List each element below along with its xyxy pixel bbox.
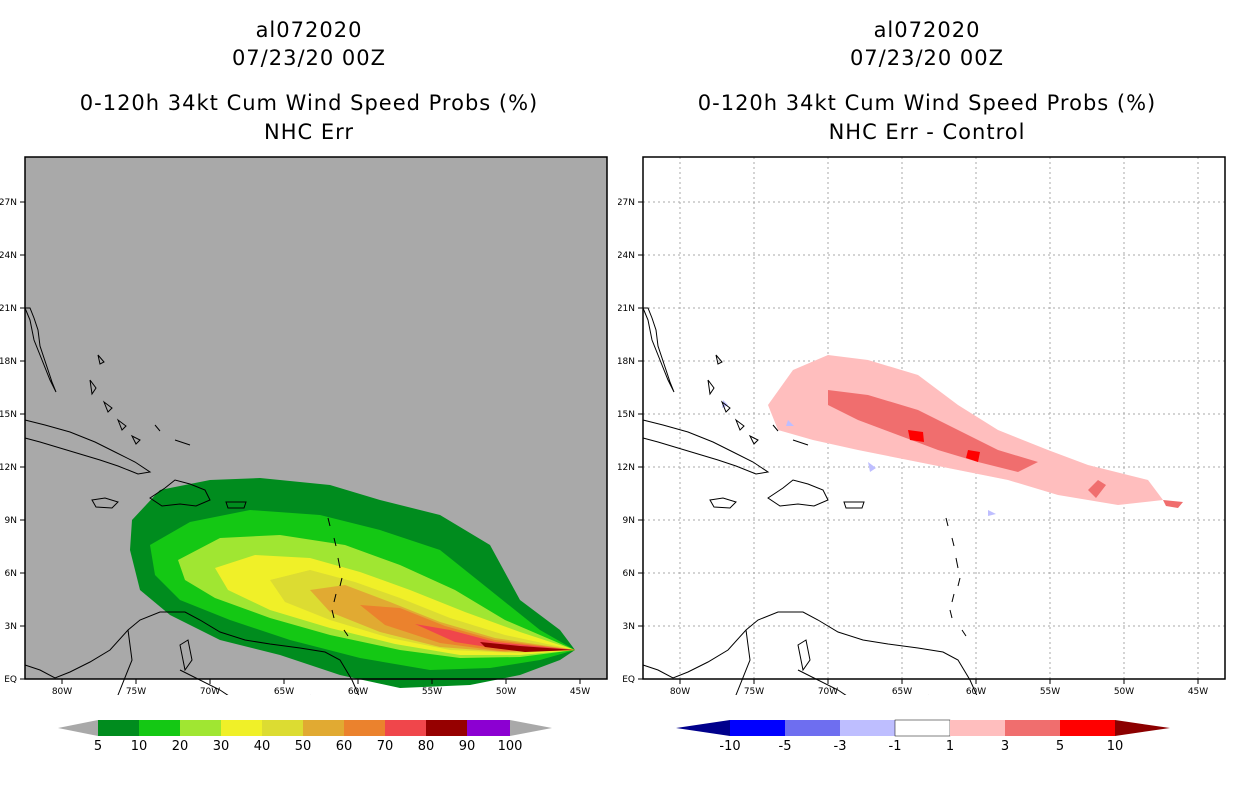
svg-text:50: 50 bbox=[295, 739, 312, 754]
svg-text:24N: 24N bbox=[618, 251, 635, 261]
svg-text:6N: 6N bbox=[5, 569, 17, 579]
left-probability-contours bbox=[130, 478, 575, 688]
svg-text:5: 5 bbox=[94, 739, 102, 754]
svg-text:70W: 70W bbox=[818, 687, 838, 695]
svg-text:100: 100 bbox=[498, 739, 523, 754]
svg-text:50W: 50W bbox=[496, 687, 516, 695]
svg-text:70W: 70W bbox=[200, 687, 220, 695]
svg-text:75W: 75W bbox=[126, 687, 146, 695]
right-date: 07/23/20 00Z bbox=[849, 46, 1005, 70]
left-title: 0-120h 34kt Cum Wind Speed Probs (%) bbox=[79, 91, 539, 115]
svg-text:60W: 60W bbox=[966, 687, 986, 695]
svg-text:30: 30 bbox=[213, 739, 230, 754]
right-storm-id: al072020 bbox=[873, 18, 981, 42]
left-map-frame bbox=[24, 156, 608, 680]
svg-text:90: 90 bbox=[459, 739, 476, 754]
svg-text:9N: 9N bbox=[623, 516, 635, 526]
svg-text:18N: 18N bbox=[0, 357, 17, 367]
svg-text:EQ: EQ bbox=[4, 675, 17, 685]
svg-text:3N: 3N bbox=[623, 622, 635, 632]
svg-text:-10: -10 bbox=[719, 739, 740, 754]
left-colorbar: 5 10 20 30 40 50 60 70 80 90 100 bbox=[58, 720, 552, 754]
svg-text:55W: 55W bbox=[422, 687, 442, 695]
svg-text:55W: 55W bbox=[1040, 687, 1060, 695]
left-colorbar-arrow-low bbox=[58, 720, 98, 736]
svg-text:80W: 80W bbox=[670, 687, 690, 695]
svg-text:-1: -1 bbox=[889, 739, 902, 754]
right-colorbar-arrow-low bbox=[676, 720, 730, 736]
left-colorbar-arrow-high bbox=[510, 720, 552, 736]
svg-text:27N: 27N bbox=[618, 198, 635, 208]
left-storm-id: al072020 bbox=[255, 18, 363, 42]
svg-text:-3: -3 bbox=[834, 739, 847, 754]
svg-text:15N: 15N bbox=[0, 410, 17, 420]
svg-text:21N: 21N bbox=[618, 304, 635, 314]
svg-text:70: 70 bbox=[377, 739, 394, 754]
right-difference-contours bbox=[722, 355, 1183, 516]
svg-text:60W: 60W bbox=[348, 687, 368, 695]
left-date: 07/23/20 00Z bbox=[231, 46, 387, 70]
svg-text:6N: 6N bbox=[623, 569, 635, 579]
svg-text:-5: -5 bbox=[779, 739, 792, 754]
left-subtitle: NHC Err bbox=[263, 120, 354, 144]
right-map: EQ 3N 6N 9N 12N 15N 18N 21N 24N 27N 80W … bbox=[618, 156, 1226, 695]
svg-text:24N: 24N bbox=[0, 251, 17, 261]
svg-text:80W: 80W bbox=[52, 687, 72, 695]
svg-text:15N: 15N bbox=[618, 410, 635, 420]
left-panel: al072020 07/23/20 00Z 0-120h 34kt Cum Wi… bbox=[0, 18, 608, 754]
right-subtitle: NHC Err - Control bbox=[828, 120, 1026, 144]
right-colorbar: -10 -5 -3 -1 1 3 5 10 bbox=[676, 719, 1170, 754]
svg-text:EQ: EQ bbox=[622, 675, 635, 685]
svg-text:27N: 27N bbox=[0, 198, 17, 208]
svg-text:9N: 9N bbox=[5, 516, 17, 526]
right-map-frame bbox=[642, 156, 1226, 680]
svg-text:12N: 12N bbox=[0, 463, 17, 473]
right-colorbar-arrow-high bbox=[1115, 720, 1170, 736]
svg-text:80: 80 bbox=[418, 739, 435, 754]
right-panel: al072020 07/23/20 00Z 0-120h 34kt Cum Wi… bbox=[618, 0, 1236, 800]
right-grid bbox=[643, 157, 1225, 679]
svg-text:10: 10 bbox=[131, 739, 148, 754]
svg-text:3N: 3N bbox=[5, 622, 17, 632]
svg-text:40: 40 bbox=[254, 739, 271, 754]
left-lon-axis: 80W 75W 70W 65W 60W 55W 50W 45W bbox=[52, 679, 590, 695]
svg-text:60: 60 bbox=[336, 739, 353, 754]
svg-text:20: 20 bbox=[172, 739, 189, 754]
svg-text:45W: 45W bbox=[1188, 687, 1208, 695]
svg-text:45W: 45W bbox=[570, 687, 590, 695]
svg-text:12N: 12N bbox=[618, 463, 635, 473]
svg-text:50W: 50W bbox=[1114, 687, 1134, 695]
svg-text:5: 5 bbox=[1056, 739, 1064, 754]
right-title: 0-120h 34kt Cum Wind Speed Probs (%) bbox=[697, 91, 1157, 115]
right-lat-axis: EQ 3N 6N 9N 12N 15N 18N 21N 24N 27N bbox=[618, 198, 643, 685]
svg-text:10: 10 bbox=[1107, 739, 1124, 754]
svg-text:1: 1 bbox=[946, 739, 954, 754]
left-lat-axis: EQ 3N 6N 9N 12N 15N 18N 21N 24N 27N bbox=[0, 198, 25, 685]
right-lon-axis: 80W 75W 70W 65W 60W 55W 50W 45W bbox=[670, 679, 1208, 695]
svg-text:21N: 21N bbox=[0, 304, 17, 314]
svg-text:3: 3 bbox=[1001, 739, 1009, 754]
svg-text:75W: 75W bbox=[744, 687, 764, 695]
left-map: EQ 3N 6N 9N 12N 15N 18N 21N 24N 27N 80W … bbox=[0, 156, 608, 695]
svg-text:65W: 65W bbox=[892, 687, 912, 695]
svg-text:65W: 65W bbox=[274, 687, 294, 695]
svg-text:18N: 18N bbox=[618, 357, 635, 367]
